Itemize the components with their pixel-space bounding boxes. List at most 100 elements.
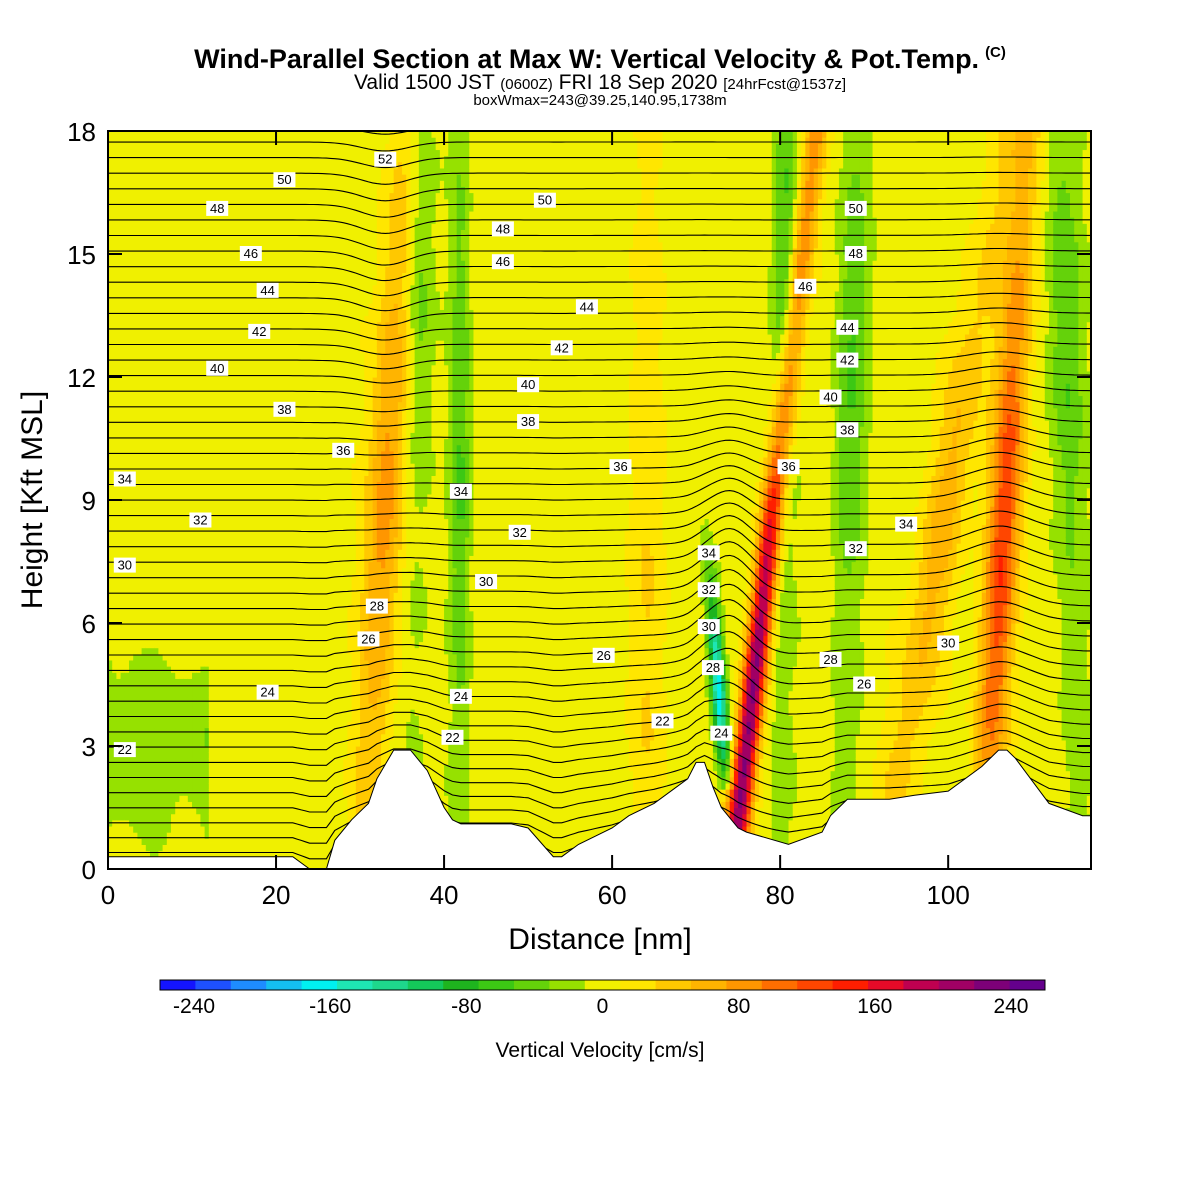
- w-cell: [154, 672, 159, 679]
- w-cell: [167, 186, 172, 193]
- w-cell: [129, 648, 134, 655]
- w-cell: [137, 266, 142, 273]
- w-cell: [112, 758, 117, 765]
- w-cell: [121, 340, 126, 347]
- w-cell: [150, 137, 155, 144]
- w-cell: [154, 758, 159, 765]
- w-cell: [154, 322, 159, 329]
- w-cell: [150, 291, 155, 298]
- w-cell: [150, 186, 155, 193]
- w-cell: [146, 242, 151, 249]
- w-cell: [129, 352, 134, 359]
- w-cell: [137, 426, 142, 433]
- w-cell: [142, 334, 147, 341]
- w-cell: [133, 598, 138, 605]
- w-cell: [150, 555, 155, 562]
- w-cell: [133, 156, 138, 163]
- w-cell: [167, 309, 172, 316]
- w-cell: [121, 672, 126, 679]
- w-cell: [150, 211, 155, 218]
- w-cell: [112, 678, 117, 685]
- w-cell: [112, 156, 117, 163]
- w-cell: [137, 469, 142, 476]
- w-cell: [121, 709, 126, 716]
- w-cell: [146, 309, 151, 316]
- w-cell: [158, 260, 163, 267]
- w-cell: [129, 322, 134, 329]
- w-cell: [146, 795, 151, 802]
- w-cell: [142, 377, 147, 384]
- w-cell: [154, 555, 159, 562]
- w-cell: [112, 506, 117, 513]
- w-cell: [112, 303, 117, 310]
- w-cell: [158, 137, 163, 144]
- w-cell: [142, 291, 147, 298]
- w-cell: [167, 131, 172, 138]
- w-cell: [146, 193, 151, 200]
- w-cell: [171, 764, 176, 771]
- w-cell: [133, 457, 138, 464]
- w-cell: [167, 672, 172, 679]
- w-cell: [116, 383, 121, 390]
- w-cell: [146, 272, 151, 279]
- w-cell: [133, 506, 138, 513]
- w-cell: [137, 149, 142, 156]
- w-cell: [150, 734, 155, 741]
- w-cell: [112, 531, 117, 538]
- w-cell: [163, 316, 168, 323]
- w-cell: [158, 223, 163, 230]
- w-cell: [125, 549, 130, 556]
- w-cell: [137, 371, 142, 378]
- w-cell: [133, 678, 138, 685]
- w-cell: [142, 648, 147, 655]
- w-cell: [112, 814, 117, 821]
- w-cell: [158, 783, 163, 790]
- w-cell: [158, 488, 163, 495]
- w-cell: [129, 734, 134, 741]
- w-cell: [163, 617, 168, 624]
- w-cell: [129, 660, 134, 667]
- w-cell: [137, 131, 142, 138]
- w-cell: [154, 721, 159, 728]
- w-cell: [129, 186, 134, 193]
- w-cell: [121, 389, 126, 396]
- w-cell: [112, 352, 117, 359]
- w-cell: [142, 629, 147, 636]
- w-cell: [125, 236, 130, 243]
- w-cell: [163, 162, 168, 169]
- w-cell: [154, 457, 159, 464]
- w-cell: [112, 365, 117, 372]
- w-cell: [112, 217, 117, 224]
- w-cell: [154, 666, 159, 673]
- w-cell: [150, 709, 155, 716]
- w-cell: [137, 365, 142, 372]
- w-cell: [133, 672, 138, 679]
- w-cell: [112, 383, 117, 390]
- w-cell: [112, 801, 117, 808]
- w-cell: [116, 826, 121, 833]
- w-cell: [116, 149, 121, 156]
- w-cell: [133, 149, 138, 156]
- w-cell: [112, 389, 117, 396]
- w-cell: [137, 285, 142, 292]
- w-cell: [154, 352, 159, 359]
- w-cell: [121, 420, 126, 427]
- w-cell: [150, 131, 155, 138]
- w-cell: [121, 395, 126, 402]
- w-cell: [154, 795, 159, 802]
- w-cell: [125, 586, 130, 593]
- w-cell: [133, 340, 138, 347]
- w-cell: [142, 266, 147, 273]
- w-cell: [112, 316, 117, 323]
- w-cell: [163, 352, 168, 359]
- w-cell: [167, 611, 172, 618]
- w-cell: [154, 709, 159, 716]
- w-cell: [163, 826, 168, 833]
- w-cell: [133, 162, 138, 169]
- w-cell: [125, 186, 130, 193]
- w-cell: [150, 537, 155, 544]
- w-cell: [116, 193, 121, 200]
- w-cell: [116, 254, 121, 261]
- w-cell: [133, 500, 138, 507]
- w-cell: [158, 586, 163, 593]
